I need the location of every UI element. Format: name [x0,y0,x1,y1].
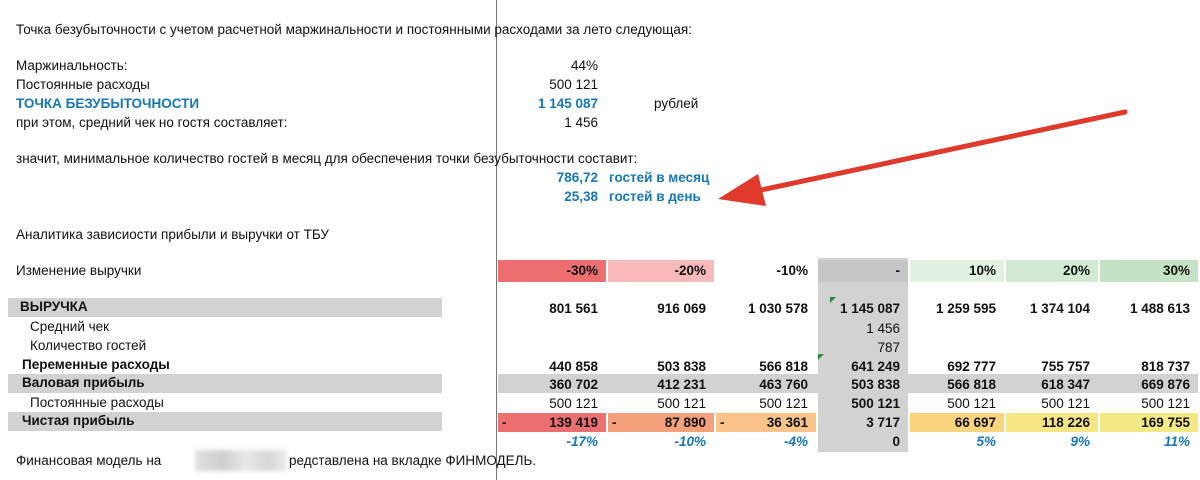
fixed-value-cell: 500 121 [1041,396,1090,411]
change-header-cell: -10% [716,260,816,282]
fixed-value-cell: 500 121 [851,396,900,411]
redacted-text [195,450,287,471]
variable-value-cell: 440 858 [549,359,598,374]
guests-value-cell: 787 [877,340,900,355]
net-profit-value-cell: 36 361 [716,413,816,432]
revenue-value-cell: 801 561 [549,301,598,316]
loss-dash: - [720,415,725,430]
loss-dash: - [502,415,507,430]
net-profit-value-cell: 87 890 [608,413,714,432]
breakeven-label: ТОЧКА БЕЗУБЫТОЧНОСТИ [16,96,200,111]
variable-costs-label: Переменные расходы [22,357,170,372]
change-header-cell: -30% [498,260,606,282]
gross-value-cell: 618 347 [1041,377,1090,392]
footer-text-start: Финансовая модель на [16,453,162,468]
footer-text-end: редставлена на вкладке ФИНМОДЕЛЬ. [289,453,537,468]
gross-value-cell: 566 818 [947,377,996,392]
variable-value-cell: 566 818 [759,359,808,374]
breakeven-unit: рублей [654,96,699,111]
revenue-value-cell: 1 259 595 [935,301,996,316]
red-arrow-icon [718,109,1128,206]
guests-month-label: гостей в месяц [609,170,710,185]
margin-label: Маржинальность: [16,58,128,73]
fixed-value-cell: 500 121 [947,396,996,411]
guests-intro: значит, минимальное количество гостей в … [16,151,638,166]
revenue-value-cell: 1 030 578 [747,301,808,316]
comment-marker-icon [830,297,836,303]
revenue-value-cell: 1 145 087 [839,301,900,316]
guests-month-value: 786,72 [556,170,598,185]
fixed-costs-row-label: Постоянные расходы [30,395,164,410]
net-profit-percent-cell: 9% [1070,434,1090,449]
net-profit-value-cell: 169 755 [1100,413,1198,432]
revenue-value-cell: 1 374 104 [1029,301,1090,316]
net-profit-percent-cell: -17% [566,434,598,449]
net-profit-value-cell: 118 226 [1006,413,1098,432]
fixed-value-cell: 500 121 [1141,396,1190,411]
average-check-label: при этом, средний чек но гостя составляе… [16,115,288,130]
variable-value-cell: 755 757 [1041,359,1090,374]
net-profit-percent-cell: 5% [976,434,996,449]
net-profit-percent-cell: 11% [1163,434,1190,449]
variable-value-cell: 818 737 [1141,359,1190,374]
intro-text: Точка безубыточности с учетом расчетной … [16,22,692,37]
net-profit-label: Чистая прибыль [22,413,135,428]
change-header-cell: 10% [910,260,1004,282]
change-header-cell: 30% [1100,260,1198,282]
gross-value-cell: 669 876 [1141,377,1190,392]
average-check-value: 1 456 [564,115,598,130]
guests-day-value: 25,38 [564,189,598,204]
revenue-value-cell: 916 069 [657,301,706,316]
net-profit-value-cell: 66 697 [910,413,1004,432]
revenue-label-band [8,298,442,317]
margin-value: 44% [570,58,598,73]
average-check-row-label: Средний чек [30,319,110,334]
variable-value-cell: 641 249 [851,359,900,374]
net-profit-label-band [8,412,442,431]
fixed-value-cell: 500 121 [759,396,808,411]
net-profit-value-cell: 139 419 [498,413,606,432]
revenue-change-label: Изменение выручки [16,263,142,278]
fixed-costs-value: 500 121 [549,77,598,92]
gross-profit-label: Валовая прибыль [22,375,145,390]
variable-value-cell: 503 838 [657,359,706,374]
guests-row-label: Количество гостей [30,338,147,353]
fixed-costs-label: Постоянные расходы [16,77,150,92]
breakeven-value: 1 145 087 [537,96,598,111]
gross-profit-row-band [498,374,1198,393]
gross-value-cell: 412 231 [657,377,706,392]
guests-day-label: гостей в день [609,189,701,204]
average-check-value-cell: 1 456 [866,321,900,336]
loss-dash: - [612,415,617,430]
gross-value-cell: 503 838 [851,377,900,392]
comment-marker-icon [818,354,824,360]
net-profit-percent-cell: -10% [674,434,706,449]
net-profit-percent-cell: 0 [892,434,900,449]
fixed-value-cell: 500 121 [549,396,598,411]
change-header-cell: -20% [608,260,714,282]
gross-profit-label-band [8,374,442,393]
change-header-cell: - [818,260,908,282]
revenue-value-cell: 1 488 613 [1129,301,1190,316]
gross-value-cell: 463 760 [759,377,808,392]
fixed-value-cell: 500 121 [657,396,706,411]
net-profit-value-cell: 3 717 [818,413,908,432]
gross-value-cell: 360 702 [549,377,598,392]
analytics-title: Аналитика зависиости прибыли и выручки о… [16,227,329,242]
variable-value-cell: 692 777 [947,359,996,374]
change-header-cell: 20% [1006,260,1098,282]
net-profit-percent-cell: -4% [783,434,808,449]
revenue-label: ВЫРУЧКА [20,299,88,314]
column-divider [496,0,497,480]
